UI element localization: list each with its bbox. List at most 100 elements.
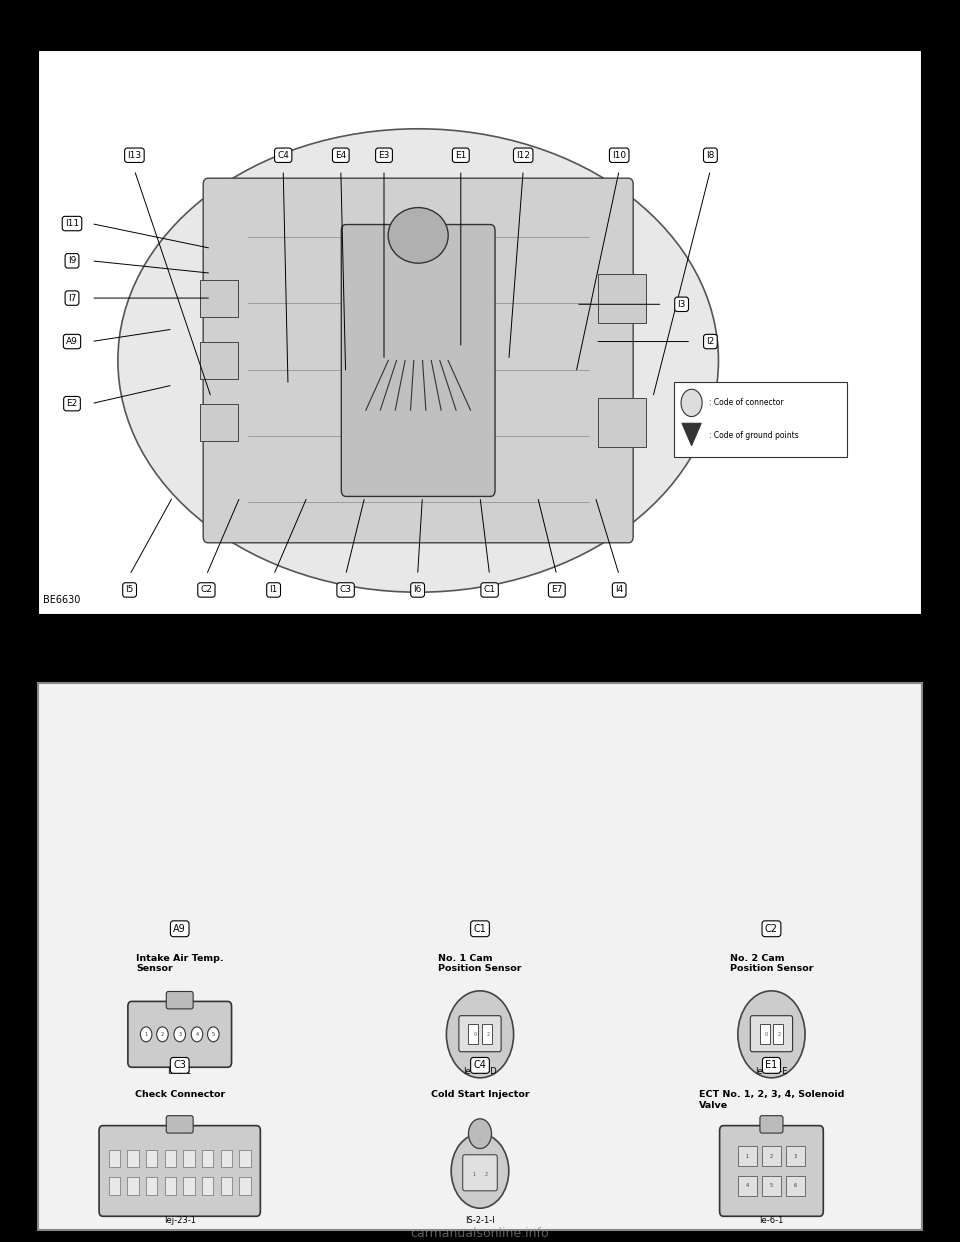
FancyBboxPatch shape	[38, 50, 922, 615]
FancyBboxPatch shape	[166, 991, 193, 1009]
Text: No. 2 Cam
Position Sensor: No. 2 Cam Position Sensor	[730, 954, 813, 972]
Text: 2: 2	[778, 1032, 780, 1037]
Bar	[183, 1150, 195, 1167]
Bar	[202, 1150, 213, 1167]
Text: I3: I3	[678, 299, 685, 309]
Bar	[221, 1177, 232, 1195]
Text: E1: E1	[765, 1061, 778, 1071]
Bar	[164, 1177, 176, 1195]
Bar	[200, 279, 238, 317]
Text: I13: I13	[128, 150, 141, 160]
Circle shape	[451, 1134, 509, 1208]
FancyBboxPatch shape	[674, 383, 847, 457]
Text: E4: E4	[335, 150, 347, 160]
Text: C2: C2	[765, 924, 778, 934]
Text: 5: 5	[212, 1032, 215, 1037]
FancyBboxPatch shape	[720, 1125, 824, 1216]
Text: 2: 2	[161, 1032, 164, 1037]
Bar	[108, 1150, 120, 1167]
Bar	[239, 1150, 251, 1167]
Text: C4: C4	[473, 1061, 487, 1071]
Text: 3: 3	[794, 1154, 797, 1159]
Bar	[760, 1025, 770, 1045]
Text: : Code of connector: : Code of connector	[708, 399, 783, 407]
FancyBboxPatch shape	[459, 1016, 501, 1052]
Bar	[786, 1176, 805, 1196]
Text: carmanualsonline.info: carmanualsonline.info	[411, 1227, 549, 1240]
Text: Ie-2-1-D: Ie-2-1-D	[463, 1067, 497, 1076]
Text: C4: C4	[277, 150, 289, 160]
Bar	[200, 404, 238, 441]
Text: 1: 1	[746, 1154, 749, 1159]
Text: 4: 4	[196, 1032, 199, 1037]
Bar	[738, 1146, 757, 1166]
Circle shape	[207, 1027, 219, 1042]
Bar	[200, 342, 238, 379]
Bar	[128, 1177, 139, 1195]
Bar	[738, 1176, 757, 1196]
Circle shape	[156, 1027, 168, 1042]
Text: 6: 6	[794, 1184, 797, 1189]
Text: I10: I10	[612, 150, 626, 160]
Text: ECT No. 1, 2, 3, 4, Solenoid
Valve: ECT No. 1, 2, 3, 4, Solenoid Valve	[699, 1090, 844, 1109]
FancyBboxPatch shape	[38, 683, 922, 1230]
Bar	[146, 1177, 157, 1195]
Text: I7: I7	[68, 293, 76, 303]
FancyBboxPatch shape	[128, 1001, 231, 1067]
Ellipse shape	[118, 129, 718, 592]
Circle shape	[140, 1027, 152, 1042]
Text: C1: C1	[484, 585, 495, 595]
Text: C3: C3	[173, 1061, 186, 1071]
Circle shape	[446, 991, 514, 1078]
Text: E2: E2	[66, 399, 78, 409]
FancyBboxPatch shape	[751, 1016, 793, 1052]
Bar	[146, 1150, 157, 1167]
Bar	[598, 397, 646, 447]
FancyBboxPatch shape	[760, 1115, 783, 1133]
Text: E7: E7	[551, 585, 563, 595]
Bar	[108, 1177, 120, 1195]
Text: 3: 3	[179, 1032, 181, 1037]
Circle shape	[191, 1027, 203, 1042]
Text: A9: A9	[174, 924, 186, 934]
Bar	[128, 1150, 139, 1167]
Bar	[221, 1150, 232, 1167]
Circle shape	[738, 991, 805, 1078]
Bar	[774, 1025, 783, 1045]
Text: Ie-6-1: Ie-6-1	[759, 1216, 783, 1225]
Bar	[202, 1177, 213, 1195]
Text: Iej-23-1: Iej-23-1	[164, 1216, 196, 1225]
Text: 2: 2	[484, 1172, 488, 1177]
Bar	[598, 273, 646, 323]
Text: I8: I8	[707, 150, 714, 160]
Bar	[482, 1025, 492, 1045]
Text: 0: 0	[473, 1032, 477, 1037]
FancyBboxPatch shape	[342, 225, 495, 497]
Ellipse shape	[388, 207, 448, 263]
Bar	[786, 1146, 805, 1166]
Bar	[468, 1025, 478, 1045]
FancyBboxPatch shape	[463, 1155, 497, 1191]
FancyBboxPatch shape	[99, 1125, 260, 1216]
Circle shape	[174, 1027, 185, 1042]
Text: Check Connector: Check Connector	[134, 1090, 225, 1099]
Circle shape	[468, 1119, 492, 1149]
Ellipse shape	[681, 389, 702, 416]
Text: A9: A9	[66, 337, 78, 347]
FancyBboxPatch shape	[166, 1115, 193, 1133]
Text: Intake Air Temp.
Sensor: Intake Air Temp. Sensor	[136, 954, 224, 972]
Text: : Code of ground points: : Code of ground points	[708, 431, 799, 440]
Text: 2: 2	[770, 1154, 773, 1159]
Text: I5: I5	[126, 585, 133, 595]
Text: I4: I4	[615, 585, 623, 595]
Text: 2: 2	[486, 1032, 490, 1037]
Text: I1: I1	[270, 585, 277, 595]
Text: I6: I6	[414, 585, 421, 595]
Text: BE6630: BE6630	[43, 595, 81, 605]
Bar	[762, 1176, 781, 1196]
Text: E1: E1	[455, 150, 467, 160]
Text: Cold Start Injector: Cold Start Injector	[431, 1090, 529, 1099]
Text: C3: C3	[340, 585, 351, 595]
Text: 5: 5	[770, 1184, 773, 1189]
Text: IS-5-1: IS-5-1	[168, 1067, 192, 1076]
